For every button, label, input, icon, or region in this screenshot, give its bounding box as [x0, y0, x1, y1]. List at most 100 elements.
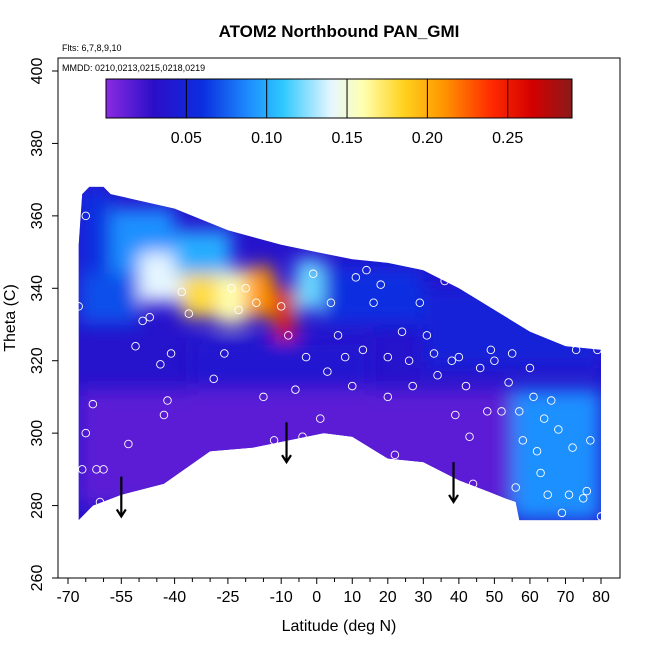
x-tick-label: -55: [110, 589, 133, 606]
observation-point: [383, 352, 393, 362]
y-tick-label: 340: [29, 275, 46, 302]
y-tick-label: 360: [29, 202, 46, 229]
observation-point: [351, 273, 361, 282]
observation-point: [362, 265, 371, 275]
colorbar-tick-label: 0.20: [412, 130, 443, 147]
dates-note: MMDD: 0210,0213,0215,0218,0219: [62, 63, 205, 73]
observation-point: [333, 331, 343, 340]
observation-point: [390, 450, 400, 460]
observation-point: [74, 302, 83, 311]
observation-point: [95, 497, 105, 507]
observation-point: [529, 392, 538, 402]
colorbar-gradient: [105, 78, 573, 119]
observation-point: [383, 392, 393, 402]
field-cell: [245, 266, 275, 318]
observation-point: [415, 298, 425, 308]
field-cell: [512, 389, 601, 521]
observation-point: [209, 374, 218, 384]
observation-point: [99, 465, 108, 474]
observation-point: [92, 465, 101, 474]
observation-point: [525, 363, 535, 373]
y-tick-label: 320: [29, 347, 46, 374]
observation-point: [376, 280, 385, 289]
observation-point: [532, 447, 542, 456]
tropopause-arrow: [448, 462, 459, 504]
field-cell: [181, 266, 218, 318]
x-tick-label: -25: [216, 589, 239, 606]
observation-point: [298, 432, 307, 442]
field-cell: [295, 259, 324, 311]
observation-point: [507, 349, 517, 358]
observation-point: [543, 490, 552, 499]
field-cell: [323, 266, 424, 325]
observation-point: [276, 302, 286, 311]
observation-point: [131, 341, 140, 351]
observation-point: [486, 345, 496, 355]
observation-point: [536, 468, 545, 478]
x-axis: -70 -55 -40 -25 -10 0 10 20 30 40 50 60 70 80: [56, 578, 610, 606]
observation-point: [252, 298, 261, 308]
colorbar-tick-label: 0.05: [171, 130, 202, 147]
observation-point: [220, 349, 229, 358]
observation-point: [497, 407, 506, 416]
observation-point: [138, 316, 147, 326]
observation-point: [454, 352, 464, 362]
y-axis-label: Theta (C): [2, 284, 19, 352]
colorbar-tick-label: 0.10: [251, 130, 282, 147]
observation-point: [504, 378, 513, 387]
observation-point: [429, 349, 439, 358]
observation-point: [564, 490, 574, 499]
observation-point: [184, 309, 194, 318]
observation-point: [596, 512, 606, 521]
observation-point: [440, 276, 449, 286]
observation-point: [422, 331, 432, 340]
observation-point: [515, 407, 524, 416]
observation-point: [586, 436, 595, 445]
observation-point: [568, 443, 577, 452]
colorbar-ticks: 0.05 0.10 0.15 0.20 0.25: [171, 79, 523, 147]
y-axis: 260 280 300 320 340 360 380 400: [29, 58, 58, 591]
observation-point: [578, 494, 588, 503]
observation-point: [475, 363, 485, 373]
field-cell: [78, 186, 111, 274]
observation-point: [323, 367, 332, 376]
observation-point: [571, 345, 581, 355]
field-cell: [423, 288, 601, 368]
observation-point: [269, 436, 279, 445]
y-tick-label: 300: [29, 420, 46, 447]
observation-point: [582, 486, 592, 496]
x-tick-label: 30: [414, 589, 432, 606]
colorbar-tick-label: 0.15: [331, 130, 362, 147]
observation-point: [348, 381, 357, 391]
x-tick-label: 10: [343, 589, 361, 606]
chart-title: ATOM2 Northbound PAN_GMI: [219, 22, 460, 41]
field-cell: [78, 389, 513, 506]
colorbar-tick-label: 0.25: [492, 130, 523, 147]
observation-point: [547, 396, 556, 405]
observation-point: [308, 269, 318, 279]
observation-point: [397, 327, 407, 336]
x-tick-label: -40: [163, 589, 186, 606]
observation-point: [451, 410, 460, 420]
x-tick-label: 0: [312, 589, 321, 606]
observation-point: [227, 284, 236, 293]
plot-frame: [57, 57, 621, 579]
observation-point: [593, 345, 602, 355]
field-cell: [174, 230, 232, 274]
observation-point: [461, 381, 471, 391]
observation-point: [88, 399, 98, 409]
observation-point: [177, 287, 186, 297]
observation-point: [465, 432, 474, 442]
x-tick-label: 80: [592, 589, 610, 606]
tropopause-arrow: [115, 476, 127, 519]
observation-point: [159, 410, 169, 420]
observation-point: [511, 483, 520, 492]
observation-point: [326, 298, 336, 308]
observation-point: [259, 392, 268, 402]
observation-point: [301, 352, 311, 362]
observation-point: [166, 349, 176, 358]
observation-point: [554, 425, 563, 434]
x-tick-label: -70: [56, 589, 79, 606]
observation-point: [447, 356, 457, 365]
